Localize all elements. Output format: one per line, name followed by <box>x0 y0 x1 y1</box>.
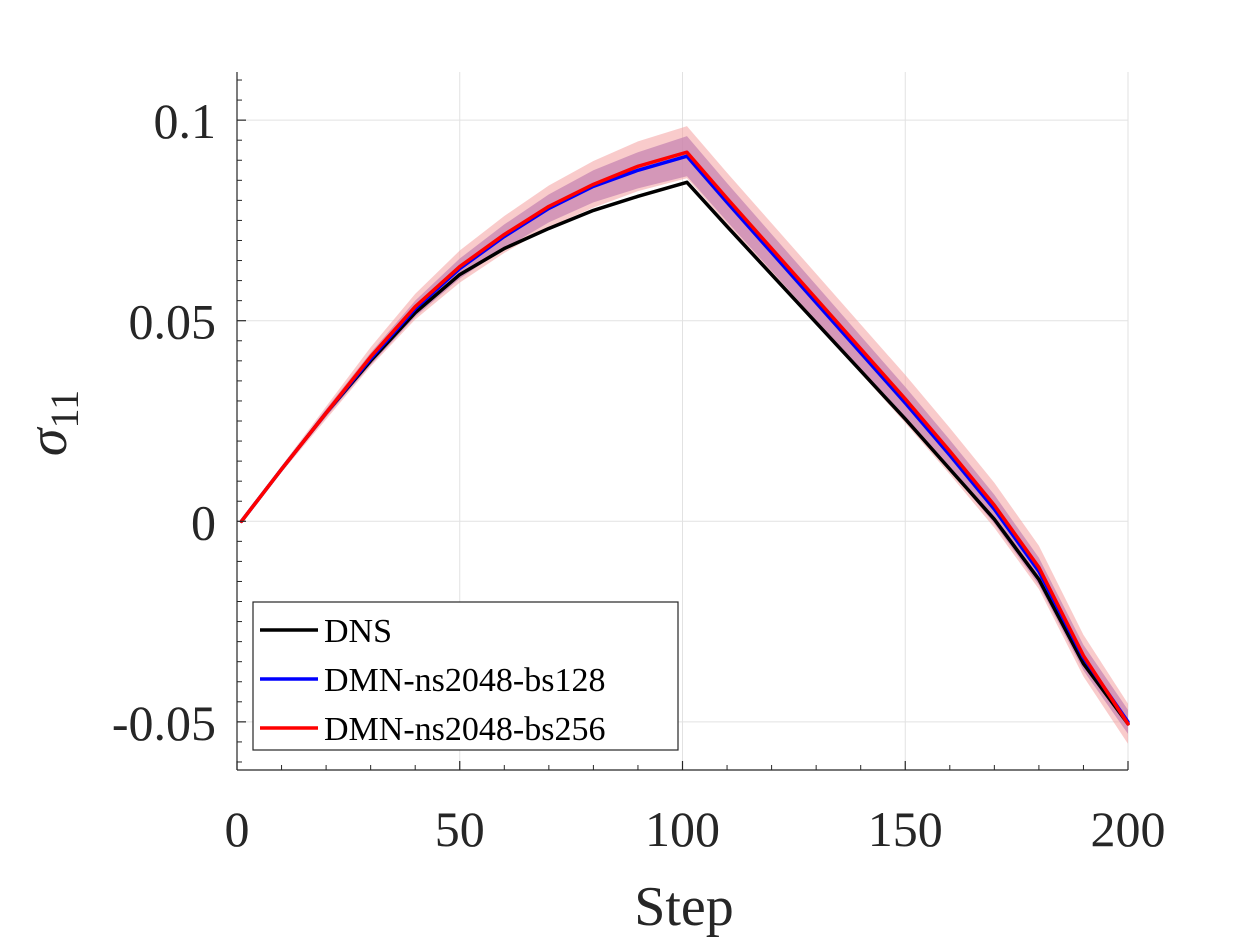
legend-box <box>252 601 679 751</box>
y-tick-label-0: -0.05 <box>112 695 216 751</box>
axes <box>236 72 1129 771</box>
x-tick-label-1: 50 <box>435 801 485 857</box>
y-tick-labels: -0.05 0 0.05 0.1 <box>112 93 216 751</box>
x-axis-title: Step <box>634 876 734 938</box>
x-tick-labels: 0 50 100 150 200 <box>225 801 1166 857</box>
y-tick-label-3: 0.1 <box>154 93 217 149</box>
y-axis-title: σ11 <box>17 390 87 456</box>
y-axis-title-symbol: σ <box>17 426 79 456</box>
band-2 <box>241 126 1128 744</box>
y-axis-title-subscript: 11 <box>42 390 87 429</box>
x-tick-label-3: 150 <box>868 801 943 857</box>
series-line-0 <box>239 180 1130 726</box>
series-line-2 <box>239 150 1130 726</box>
legend-label-1: DMN-ns2048-bs128 <box>324 662 605 699</box>
x-tick-label-2: 100 <box>645 801 720 857</box>
x-tick-label-0: 0 <box>225 801 250 857</box>
x-tick-label-4: 200 <box>1091 801 1166 857</box>
y-tick-label-2: 0.05 <box>129 294 217 350</box>
legend: DNS DMN-ns2048-bs128 DMN-ns2048-bs256 <box>252 601 679 751</box>
y-tick-label-1: 0 <box>191 494 216 550</box>
series-lines <box>239 150 1130 726</box>
legend-label-0: DNS <box>324 613 392 650</box>
confidence-bands <box>241 126 1128 744</box>
legend-label-2: DMN-ns2048-bs256 <box>324 711 605 748</box>
